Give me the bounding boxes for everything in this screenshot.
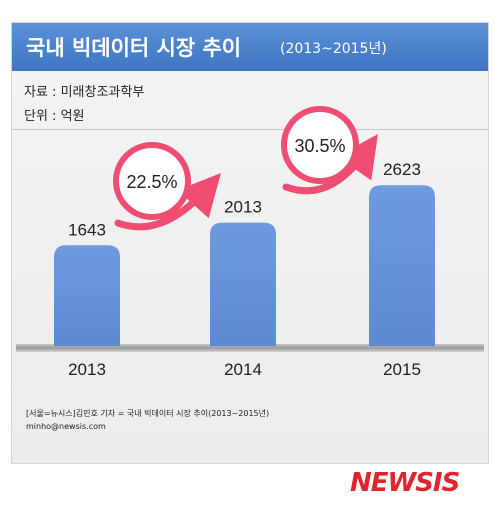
value-label-2014: 2013 (224, 198, 262, 217)
value-label-2013: 1643 (68, 220, 106, 239)
source-note: 자료 : 미래창조과학부 (24, 85, 145, 100)
header-separator (12, 129, 488, 130)
chart-period: (2013~2015년) (280, 41, 387, 57)
category-label-2013: 2013 (68, 360, 106, 379)
chart-baseline (16, 344, 484, 352)
growth-circle-2014 (113, 142, 191, 220)
newsis-logo: NEWSIS (350, 468, 460, 498)
credit-line: [서울=뉴시스]김민호 기자 = 국내 빅데이터 시장 추이(2013~2015… (26, 409, 270, 418)
bar-2013 (54, 245, 120, 346)
value-label-2015: 2623 (383, 160, 421, 179)
chart-title: 국내 빅데이터 시장 추이 (26, 36, 242, 60)
header-banner: 국내 빅데이터 시장 추이 (2013~2015년) (12, 23, 488, 71)
bar-2014 (210, 222, 276, 346)
growth-label-2014: 22.5% (126, 172, 177, 192)
growth-arrow-2014 (114, 172, 221, 231)
growth-circle-2015 (281, 106, 359, 184)
growth-label-2015: 30.5% (294, 136, 345, 156)
unit-note: 단위 : 억원 (24, 109, 85, 124)
bar-chart: 1643 2013 2013 2014 2623 2015 22.5% 30.5% (16, 106, 484, 379)
credit-note: [서울=뉴시스]김민호 기자 = 국내 빅데이터 시장 추이(2013~2015… (26, 407, 269, 433)
category-label-2015: 2015 (383, 360, 421, 379)
bar-2015 (369, 185, 435, 346)
credit-email: minho@newsis.com (26, 422, 106, 431)
growth-arrow-2015 (282, 133, 378, 195)
category-label-2014: 2014 (224, 360, 262, 379)
infographic-frame: 국내 빅데이터 시장 추이 (2013~2015년) 자료 : 미래창조과학부 … (11, 22, 489, 464)
